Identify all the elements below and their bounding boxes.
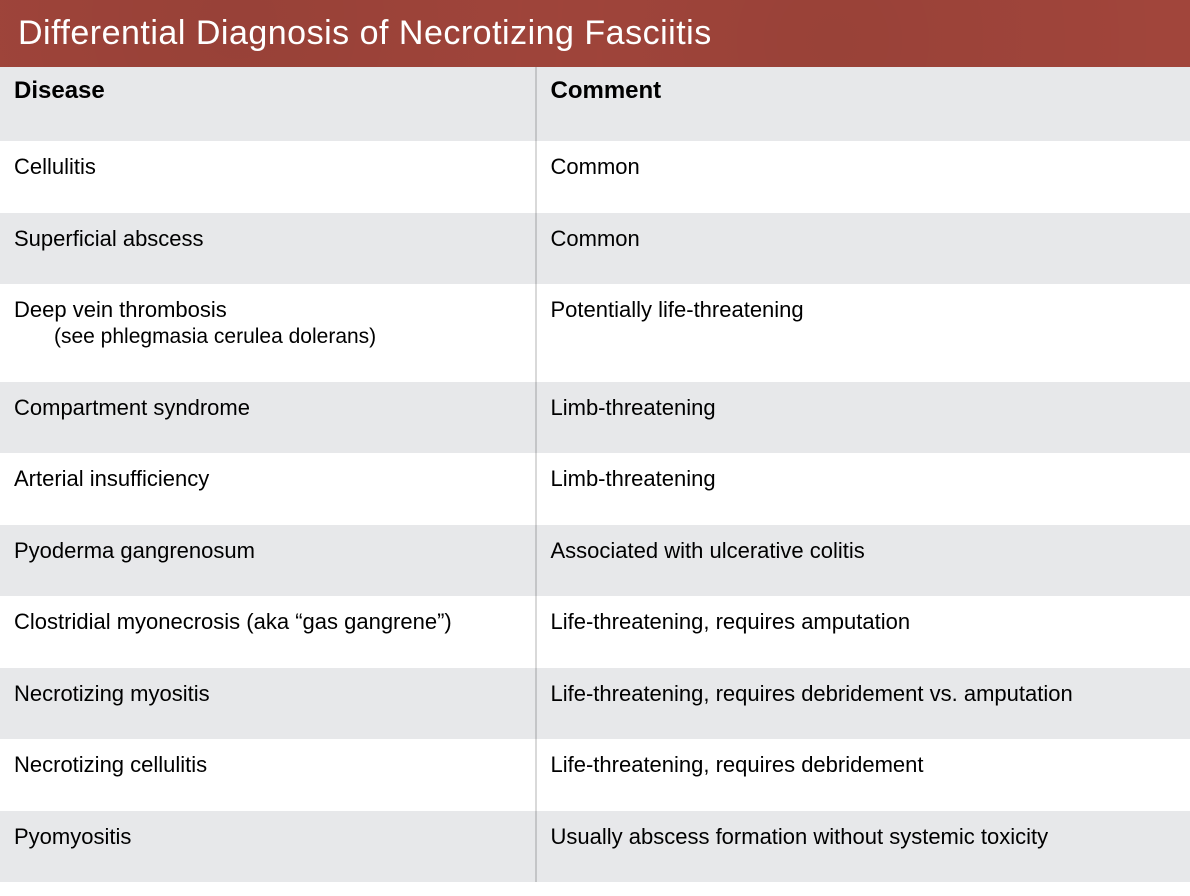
cell-comment: Limb-threatening [536,453,1190,525]
disease-label: Clostridial myonecrosis (aka “gas gangre… [14,609,452,634]
cell-disease: Pyomyositis [0,811,536,883]
disease-label: Compartment syndrome [14,395,250,420]
table-container: Differential Diagnosis of Necrotizing Fa… [0,0,1190,882]
table-row: Cellulitis Common [0,141,1190,213]
cell-comment: Common [536,141,1190,213]
disease-label: Superficial abscess [14,226,204,251]
disease-label: Pyoderma gangrenosum [14,538,255,563]
cell-comment: Limb-threatening [536,382,1190,454]
cell-comment: Life-threatening, requires amputation [536,596,1190,668]
cell-comment: Potentially life-threatening [536,284,1190,382]
disease-label: Cellulitis [14,154,96,179]
column-header-comment: Comment [536,67,1190,141]
table-row: Compartment syndrome Limb-threatening [0,382,1190,454]
disease-label: Necrotizing cellulitis [14,752,207,777]
cell-disease: Cellulitis [0,141,536,213]
table-row: Necrotizing myositis Life-threatening, re… [0,668,1190,740]
page-title: Differential Diagnosis of Necrotizing Fa… [0,0,1190,67]
cell-disease: Compartment syndrome [0,382,536,454]
table-row: Superficial abscess Common [0,213,1190,285]
cell-comment: Common [536,213,1190,285]
disease-label: Necrotizing myositis [14,681,210,706]
cell-disease: Deep vein thrombosis(see phlegmasia ceru… [0,284,536,382]
cell-comment: Associated with ulcerative colitis [536,525,1190,597]
cell-comment: Usually abscess formation without system… [536,811,1190,883]
table-row: Clostridial myonecrosis (aka “gas gangre… [0,596,1190,668]
table-header-row: Disease Comment [0,67,1190,141]
column-header-disease: Disease [0,67,536,141]
diagnosis-table: Disease Comment CellulitisCommonSuperfic… [0,67,1190,882]
table-row: Arterial insufficiency Limb-threatening [0,453,1190,525]
disease-label: Pyomyositis [14,824,131,849]
disease-label: Deep vein thrombosis [14,297,227,322]
disease-subtext: (see phlegmasia cerulea dolerans) [14,324,521,350]
table-row: Deep vein thrombosis(see phlegmasia ceru… [0,284,1190,382]
cell-disease: Necrotizing cellulitis [0,739,536,811]
cell-disease: Clostridial myonecrosis (aka “gas gangre… [0,596,536,668]
table-row: Necrotizing cellulitis Life-threatening, … [0,739,1190,811]
cell-comment: Life-threatening, requires debridement v… [536,668,1190,740]
cell-disease: Necrotizing myositis [0,668,536,740]
cell-disease: Arterial insufficiency [0,453,536,525]
cell-disease: Superficial abscess [0,213,536,285]
table-row: Pyoderma gangrenosum Associated with ulce… [0,525,1190,597]
table-row: Pyomyositis Usually abscess formation wit… [0,811,1190,883]
cell-comment: Life-threatening, requires debridement [536,739,1190,811]
disease-label: Arterial insufficiency [14,466,209,491]
cell-disease: Pyoderma gangrenosum [0,525,536,597]
